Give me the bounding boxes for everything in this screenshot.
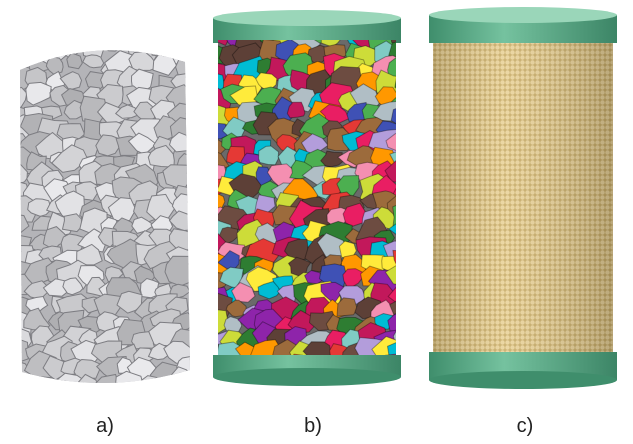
grain — [102, 39, 123, 51]
grain — [393, 203, 424, 226]
panel-label: b) — [304, 415, 322, 437]
grain — [393, 183, 417, 201]
grain — [399, 123, 419, 138]
grain — [158, 378, 177, 394]
grain — [2, 338, 28, 364]
grain — [25, 378, 47, 396]
figure: a) b) c) — [0, 0, 633, 444]
rock-specimen — [1, 33, 201, 401]
panel-label: c) — [517, 415, 534, 437]
grain — [395, 77, 414, 94]
grain — [4, 373, 26, 397]
grain — [4, 165, 27, 185]
grain — [393, 324, 418, 350]
grain — [165, 256, 201, 286]
membrane-model — [429, 7, 617, 389]
grain — [393, 250, 420, 271]
grain-model — [196, 10, 423, 386]
grain — [63, 214, 82, 232]
grain — [196, 309, 229, 334]
grain — [141, 376, 161, 391]
panel-label: a) — [96, 415, 114, 437]
page: a) b) c) (() => { const data = JSON.pars… — [0, 0, 633, 444]
grain — [23, 34, 51, 62]
grain — [150, 33, 182, 57]
grain — [15, 43, 35, 62]
